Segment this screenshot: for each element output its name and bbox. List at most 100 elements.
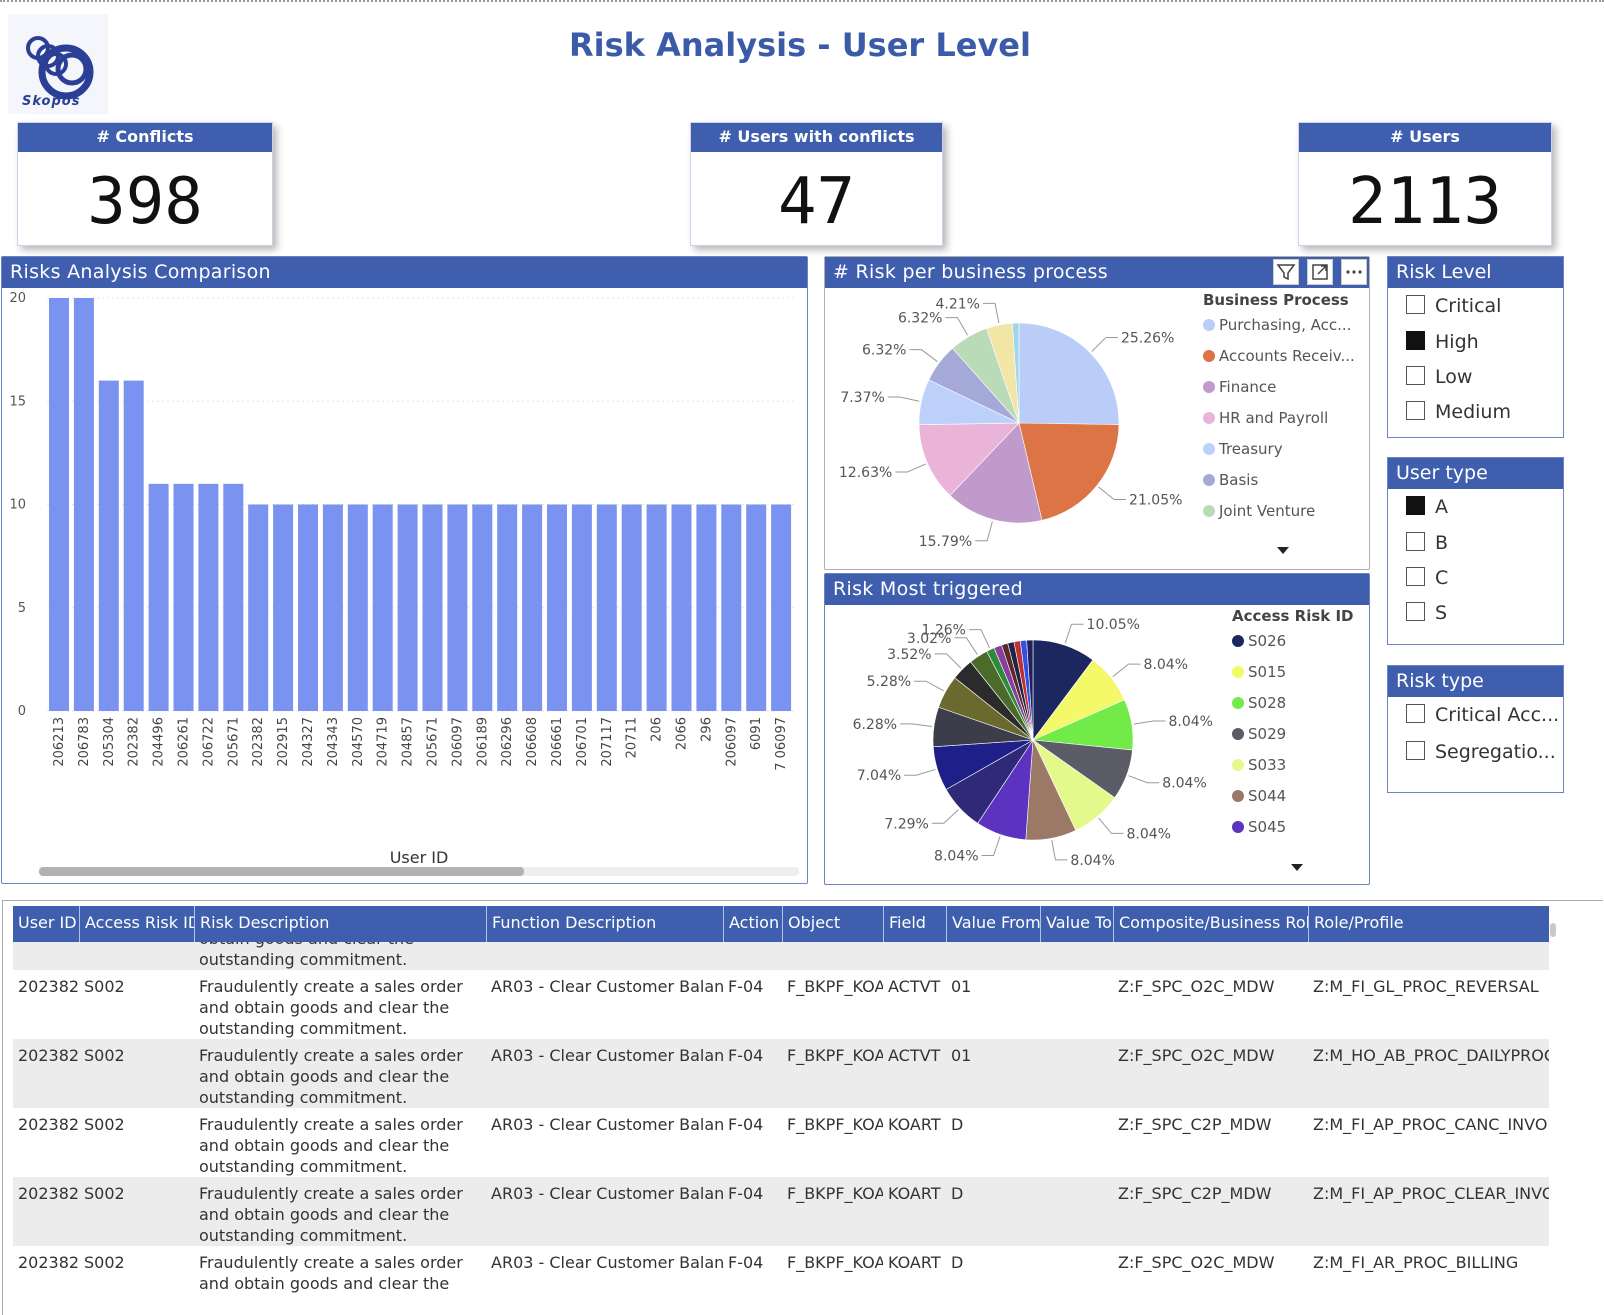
pie-data-label: 7.04% (857, 768, 901, 784)
table-cell: Fraudulently create a sales order and ob… (199, 1115, 463, 1176)
column-header-function-description[interactable]: Function Description (486, 906, 723, 942)
bar (497, 504, 518, 711)
bar (721, 504, 742, 711)
column-header-value-to[interactable]: Value To (1040, 906, 1113, 942)
chevron-down-icon[interactable] (1291, 864, 1303, 871)
legend-item[interactable]: S029 (1232, 725, 1286, 743)
leader-line (1133, 720, 1166, 725)
slicer-option-critical[interactable]: Critical (1406, 295, 1501, 317)
slicer-option-critical-access[interactable]: Critical Acc... (1406, 704, 1559, 726)
x-tick-label: 206783 (77, 717, 92, 767)
bar (522, 504, 543, 711)
legend-item[interactable]: Purchasing, Acc... (1203, 316, 1351, 334)
checkbox-icon[interactable] (1406, 366, 1425, 385)
pie-business-process[interactable]: 25.26%21.05%15.79%12.63%7.37%6.32%6.32%4… (825, 288, 1205, 568)
slicer-option-high[interactable]: High (1406, 331, 1479, 353)
x-tick-label: 206189 (475, 717, 490, 767)
legend-item[interactable]: S033 (1232, 756, 1286, 774)
slicer-option-b[interactable]: B (1406, 532, 1448, 554)
checkbox-icon[interactable] (1406, 741, 1425, 760)
checkbox-icon[interactable] (1406, 602, 1425, 621)
x-tick-label: 204719 (376, 717, 391, 767)
leader-line (982, 302, 1000, 324)
table-row[interactable]: 202382 S002 Fraudulently create a sales or… (13, 1246, 1549, 1315)
checkbox-icon[interactable] (1406, 532, 1425, 551)
column-header-risk-description[interactable]: Risk Description (194, 906, 486, 942)
slicer-option-segregation[interactable]: Segregatio... (1406, 741, 1556, 763)
slicer-risk-level[interactable]: Risk Level Critical High Low Medium (1387, 256, 1564, 438)
checkbox-icon[interactable] (1406, 567, 1425, 586)
pie-data-label: 3.02% (907, 631, 951, 647)
legend-item[interactable]: S026 (1232, 632, 1286, 650)
legend-item[interactable]: S015 (1232, 663, 1286, 681)
y-tick-label: 0 (18, 704, 26, 719)
pie-risk-most-triggered[interactable]: 10.05% 8.04% 8.04% 8.04% 8.04% 8.04% 8.04% 7.29… (825, 605, 1225, 883)
slicer-option-s[interactable]: S (1406, 602, 1447, 624)
slicer-option-a[interactable]: A (1406, 496, 1448, 518)
column-header-user-id[interactable]: User ID (18, 913, 77, 932)
table-row[interactable]: 202382 S002 Fraudulently create a sales or… (13, 1177, 1549, 1246)
kpi-label: # Users with conflicts (691, 123, 942, 152)
leader-line (904, 768, 936, 776)
checkbox-checked-icon[interactable] (1406, 496, 1425, 515)
legend-item[interactable]: Accounts Receiv... (1203, 347, 1355, 365)
column-header-composite-role[interactable]: Composite/Business Role (1113, 906, 1308, 942)
table-row[interactable]: 202382 S002 Fraudulently create a sales or… (13, 970, 1549, 1039)
legend-label: Basis (1219, 471, 1259, 489)
column-header-object[interactable]: Object (782, 906, 883, 942)
chevron-down-icon[interactable] (1277, 547, 1289, 554)
checkbox-checked-icon[interactable] (1406, 331, 1425, 350)
leader-line (1064, 623, 1084, 644)
column-header-value-from[interactable]: Value From (946, 906, 1040, 942)
x-tick-label: 206261 (177, 717, 192, 767)
bar (49, 298, 69, 711)
legend-item[interactable]: S028 (1232, 694, 1286, 712)
column-header-action[interactable]: Action (723, 906, 782, 942)
bar-chart[interactable]: 0 5 10 15 20 206213 206783 205304 202382 204496 20… (2, 288, 807, 883)
slicer-option-c[interactable]: C (1406, 567, 1448, 589)
risk-details-table[interactable]: User ID Access Risk ID Risk Description … (2, 900, 1603, 1315)
legend-label: S045 (1248, 818, 1287, 836)
focus-mode-icon[interactable] (1307, 259, 1333, 285)
pie-risk-most-triggered-panel[interactable]: Risk Most triggered 10.05% 8.04% 8.04% 8.04… (824, 573, 1370, 885)
table-cell: Z:M_FI_AR_PROC_BILLING (1313, 1253, 1519, 1272)
column-header-field[interactable]: Field (883, 906, 946, 942)
table-scrollbar[interactable] (1550, 923, 1556, 937)
table-row[interactable]: 202382 S002 Fraudulently create a sales or… (13, 1108, 1549, 1177)
slicer-risk-type[interactable]: Risk type Critical Acc... Segregatio... (1387, 665, 1564, 793)
more-options-icon[interactable] (1341, 259, 1367, 285)
option-label: Segregatio... (1435, 741, 1556, 763)
legend-item[interactable]: Treasury (1203, 440, 1283, 458)
kpi-label: # Users (1299, 123, 1551, 152)
filter-icon[interactable] (1273, 259, 1299, 285)
table-cell: Z:F_SPC_O2C_MDW (1118, 1046, 1275, 1065)
x-tick-label: 20711 (625, 717, 640, 758)
x-tick-label: 205304 (102, 717, 117, 767)
checkbox-icon[interactable] (1406, 401, 1425, 420)
pie-business-process-panel[interactable]: # Risk per business process 25.26% 21.05%… (824, 256, 1370, 570)
column-header-role-profile[interactable]: Role/Profile (1308, 906, 1549, 942)
checkbox-icon[interactable] (1406, 704, 1425, 723)
slicer-option-medium[interactable]: Medium (1406, 401, 1511, 423)
x-tick-label: 202382 (127, 717, 142, 767)
table-row[interactable]: 202382 S002 Fraudulently create a sales or… (13, 1039, 1549, 1108)
table-cell: S002 (84, 1184, 125, 1203)
bar (73, 298, 94, 711)
kpi-value: 2113 (1347, 165, 1503, 239)
legend-item[interactable]: HR and Payroll (1203, 409, 1328, 427)
bar (696, 504, 717, 711)
checkbox-icon[interactable] (1406, 295, 1425, 314)
legend-dot-icon (1203, 381, 1215, 393)
legend-item[interactable]: Joint Venture (1203, 502, 1315, 520)
column-header-access-risk-id[interactable]: Access Risk ID (79, 906, 194, 942)
legend-item[interactable]: S044 (1232, 787, 1286, 805)
legend-item[interactable]: S045 (1232, 818, 1286, 836)
legend-item[interactable]: Basis (1203, 471, 1258, 489)
table-cell: Z:M_FI_GL_PROC_REVERSAL (1313, 977, 1539, 996)
legend-item[interactable]: Finance (1203, 378, 1276, 396)
bar-chart-panel[interactable]: Risks Analysis Comparison 0 5 10 15 20 206213… (1, 256, 808, 884)
slicer-option-low[interactable]: Low (1406, 366, 1472, 388)
slicer-user-type[interactable]: User type A B C S (1387, 457, 1564, 645)
table-cell: Z:M_HO_AB_PROC_DAILYPROC (1313, 1046, 1549, 1065)
